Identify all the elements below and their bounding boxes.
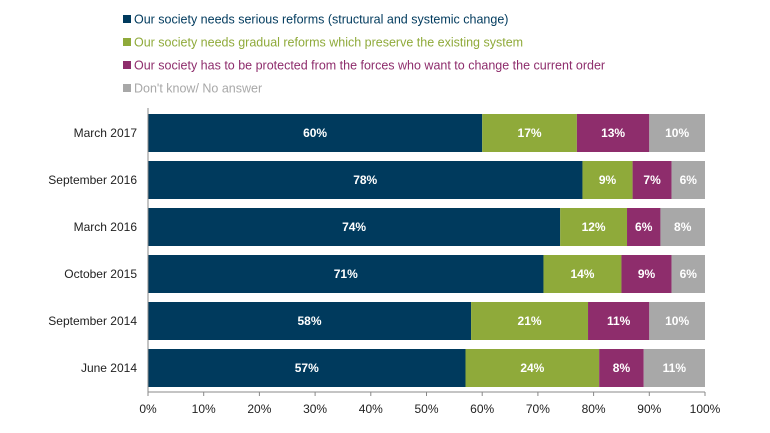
data-label: 8%: [613, 361, 631, 375]
category-label: March 2017: [74, 126, 138, 140]
category-label: June 2014: [81, 361, 137, 375]
data-label: 21%: [518, 314, 542, 328]
data-label: 60%: [303, 126, 327, 140]
x-tick-label: 50%: [414, 402, 438, 416]
data-label: 71%: [334, 267, 358, 281]
data-label: 74%: [342, 220, 366, 234]
legend-swatch: [123, 38, 131, 46]
category-label: March 2016: [74, 220, 138, 234]
bar-segment: [560, 208, 628, 246]
bar-segment: [148, 161, 583, 199]
bar-segment: [627, 208, 661, 246]
legend-swatch: [123, 61, 131, 69]
data-label: 10%: [665, 126, 689, 140]
x-tick-label: 90%: [637, 402, 661, 416]
x-tick-label: 60%: [470, 402, 494, 416]
data-label: 11%: [607, 314, 631, 328]
bar-segment: [588, 302, 650, 340]
bar-segment: [465, 349, 600, 387]
data-label: 9%: [599, 173, 617, 187]
data-label: 8%: [674, 220, 692, 234]
legend-label: Our society has to be protected from the…: [134, 59, 605, 73]
x-tick-label: 0%: [139, 402, 157, 416]
data-label: 17%: [518, 126, 542, 140]
bar-segment: [643, 349, 705, 387]
data-label: 14%: [570, 267, 594, 281]
data-label: 7%: [643, 173, 661, 187]
x-tick-label: 70%: [526, 402, 550, 416]
bar-segment: [632, 161, 672, 199]
x-tick-label: 20%: [247, 402, 271, 416]
legend-label: Our society needs gradual reforms which …: [134, 36, 523, 50]
data-label: 6%: [680, 173, 698, 187]
data-label: 6%: [635, 220, 653, 234]
bar-segment: [148, 255, 544, 293]
data-label: 13%: [601, 126, 625, 140]
data-label: 78%: [353, 173, 377, 187]
bar-segment: [482, 114, 577, 152]
bar-segment: [649, 114, 705, 152]
bar-segment: [649, 302, 705, 340]
legend-swatch: [123, 15, 131, 23]
data-label: 6%: [680, 267, 698, 281]
bar-segment: [148, 208, 561, 246]
data-label: 58%: [298, 314, 322, 328]
data-label: 10%: [665, 314, 689, 328]
x-tick-label: 30%: [303, 402, 327, 416]
data-label: 24%: [520, 361, 544, 375]
x-tick-label: 10%: [192, 402, 216, 416]
data-label: 11%: [663, 361, 687, 375]
x-tick-label: 80%: [582, 402, 606, 416]
bar-segment: [148, 302, 472, 340]
x-tick-label: 100%: [690, 402, 721, 416]
x-tick-label: 40%: [359, 402, 383, 416]
bar-segment: [148, 349, 466, 387]
bar-segment: [660, 208, 705, 246]
bar-segment: [543, 255, 622, 293]
bar-segment: [582, 161, 633, 199]
data-label: 57%: [295, 361, 319, 375]
category-label: September 2014: [48, 314, 137, 328]
legend-label: Our society needs serious reforms (struc…: [134, 13, 508, 27]
legend-swatch: [123, 84, 131, 92]
bar-segment: [671, 161, 705, 199]
bar-segment: [621, 255, 672, 293]
category-label: September 2016: [48, 173, 137, 187]
legend-label: Don't know/ No answer: [134, 82, 262, 96]
bar-segment: [576, 114, 650, 152]
bar-segment: [148, 114, 483, 152]
bar-segment: [599, 349, 644, 387]
data-label: 9%: [638, 267, 656, 281]
category-label: October 2015: [64, 267, 137, 281]
bar-segment: [671, 255, 705, 293]
bar-segment: [471, 302, 589, 340]
data-label: 12%: [582, 220, 606, 234]
